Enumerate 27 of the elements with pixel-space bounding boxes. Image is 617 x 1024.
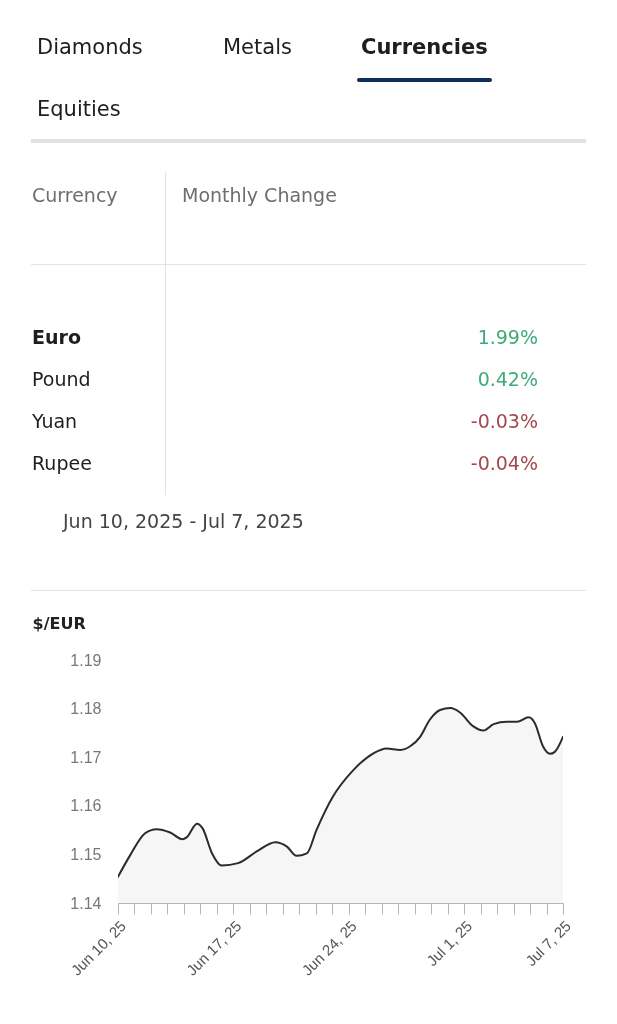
y-tick-label: 1.17: [70, 748, 102, 766]
x-tick-label: Jun 24, 25: [298, 917, 360, 979]
text: 1.99%: [477, 326, 538, 348]
category-label: Pound: [32, 367, 91, 392]
category-label: Rupee: [32, 451, 92, 476]
text: Monthly Change: [182, 183, 337, 208]
category-label: Euro: [32, 325, 81, 350]
text: Diamonds: [37, 34, 143, 61]
y-tick-label: 1.16: [70, 797, 102, 815]
x-tick-label: Jul 1, 25: [423, 917, 476, 970]
y-tick-label: 1.14: [70, 894, 102, 912]
x-tick-label: Jun 10, 25: [67, 917, 130, 979]
text: Currencies: [361, 34, 488, 61]
text: Currency: [32, 183, 118, 208]
category-label: Yuan: [32, 409, 78, 434]
text: 0.42%: [477, 368, 538, 390]
y-tick-label: 1.18: [70, 700, 102, 718]
text: Metals: [223, 34, 292, 61]
x-tick-label: Jul 7, 25: [521, 917, 575, 970]
y-tick-label: 1.19: [70, 651, 102, 669]
text: -0.03%: [470, 410, 538, 432]
text: Equities: [37, 96, 121, 123]
y-tick-label: 1.15: [70, 845, 102, 863]
text: Jun 10, 2025 - Jul 7, 2025: [63, 509, 304, 534]
x-tick-label: Jun 17, 25: [182, 917, 245, 979]
text: -0.04%: [470, 452, 538, 474]
y-axis-title: $/EUR: [32, 613, 86, 633]
